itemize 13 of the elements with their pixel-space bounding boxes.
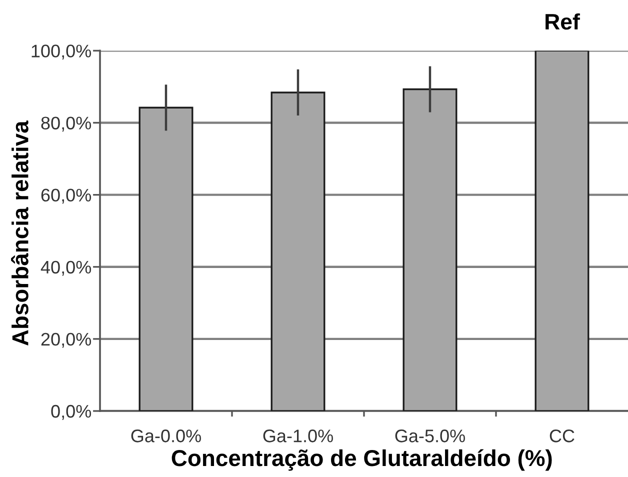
y-tick-label: 20,0%	[41, 332, 92, 348]
y-tick-label: 0,0%	[51, 404, 92, 420]
x-tick-label: Ga-5.0%	[395, 430, 465, 442]
y-tick-label: 100,0%	[32, 44, 92, 60]
annotation: Ref	[546, 13, 580, 30]
y-tick-label: 40,0%	[40, 260, 92, 276]
x-tick-label: Ga-0.0%	[131, 430, 201, 442]
x-tick-label: CC	[550, 430, 574, 442]
x-axis-title: Concentração de Glutaraldeído (%)	[172, 449, 552, 471]
y-tick-label: 80,0%	[41, 116, 92, 132]
x-tick-label: Ga-1.0%	[263, 430, 333, 442]
y-tick-label: 60,0%	[41, 188, 92, 204]
y-axis-title: Absorbância relativa	[11, 120, 28, 346]
